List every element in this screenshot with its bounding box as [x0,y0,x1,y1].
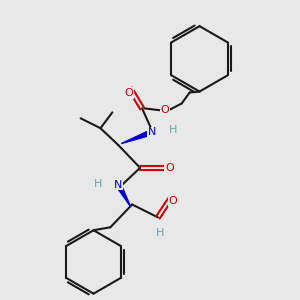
Text: N: N [148,127,156,137]
Text: O: O [160,105,169,116]
Polygon shape [121,130,153,144]
Text: N: N [114,180,122,190]
Text: H: H [156,228,164,238]
Text: H: H [169,125,177,135]
Text: H: H [94,179,103,189]
Text: O: O [124,88,133,98]
Text: O: O [168,196,177,206]
Text: O: O [165,163,174,173]
Polygon shape [116,183,131,207]
